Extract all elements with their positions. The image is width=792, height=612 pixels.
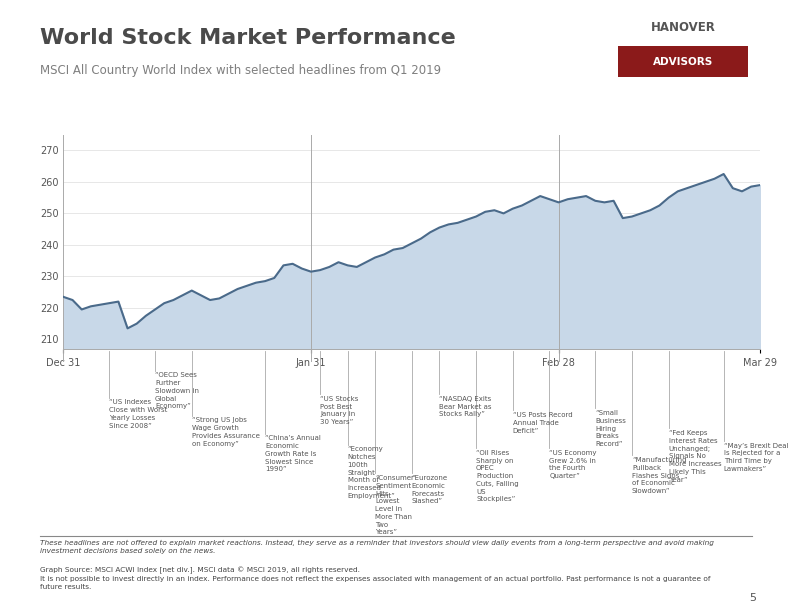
Text: “US Indexes
Close with Worst
Yearly Losses
Since 2008”: “US Indexes Close with Worst Yearly Loss… (109, 400, 168, 428)
FancyBboxPatch shape (618, 47, 748, 76)
Text: “Consumer
Sentiment
Hits
Lowest
Level in
More Than
Two
Years”: “Consumer Sentiment Hits Lowest Level in… (375, 475, 414, 536)
Text: “China’s Annual
Economic
Growth Rate Is
Slowest Since
1990”: “China’s Annual Economic Growth Rate Is … (265, 436, 321, 472)
Text: ADVISORS: ADVISORS (653, 57, 714, 67)
Text: “Oil Rises
Sharply on
OPEC
Production
Cuts, Falling
US
Stockpiles”: “Oil Rises Sharply on OPEC Production Cu… (476, 450, 519, 502)
Text: “Eurozone
Economic
Forecasts
Slashed”: “Eurozone Economic Forecasts Slashed” (412, 475, 448, 504)
Text: “Fed Keeps
Interest Rates
Unchanged;
Signals No
More Increases
Likely This
Year”: “Fed Keeps Interest Rates Unchanged; Sig… (668, 430, 722, 483)
Text: “US Economy
Grew 2.6% in
the Fourth
Quarter”: “US Economy Grew 2.6% in the Fourth Quar… (550, 450, 597, 479)
Text: “US Posts Record
Annual Trade
Deficit”: “US Posts Record Annual Trade Deficit” (512, 412, 573, 433)
Text: “Small
Business
Hiring
Breaks
Record”: “Small Business Hiring Breaks Record” (596, 410, 626, 447)
Text: “OECD Sees
Further
Slowdown in
Global
Economy”: “OECD Sees Further Slowdown in Global Ec… (155, 372, 199, 409)
Text: “May’s Brexit Deal
Is Rejected for a
Third Time by
Lawmakers”: “May’s Brexit Deal Is Rejected for a Thi… (724, 442, 788, 472)
Text: World Stock Market Performance: World Stock Market Performance (40, 28, 455, 48)
Text: HANOVER: HANOVER (651, 21, 715, 34)
Text: “Economy
Notches
100th
Straight
Month of
Increased
Employment”: “Economy Notches 100th Straight Month of… (348, 446, 395, 499)
Text: “Strong US Jobs
Wage Growth
Provides Assurance
on Economy”: “Strong US Jobs Wage Growth Provides Ass… (192, 417, 260, 447)
Text: “Manufacturing
Pullback
Flashes Signs
of Economic
Slowdown”: “Manufacturing Pullback Flashes Signs of… (632, 457, 687, 494)
Text: MSCI All Country World Index with selected headlines from Q1 2019: MSCI All Country World Index with select… (40, 64, 440, 77)
Text: Graph Source: MSCI ACWI Index [net div.]. MSCI data © MSCI 2019, all rights rese: Graph Source: MSCI ACWI Index [net div.]… (40, 566, 710, 589)
Text: 5: 5 (749, 593, 756, 603)
Text: “US Stocks
Post Best
January in
30 Years”: “US Stocks Post Best January in 30 Years… (320, 396, 359, 425)
Text: These headlines are not offered to explain market reactions. Instead, they serve: These headlines are not offered to expla… (40, 540, 714, 554)
Text: “NASDAQ Exits
Bear Market as
Stocks Rally”: “NASDAQ Exits Bear Market as Stocks Rall… (440, 396, 492, 417)
